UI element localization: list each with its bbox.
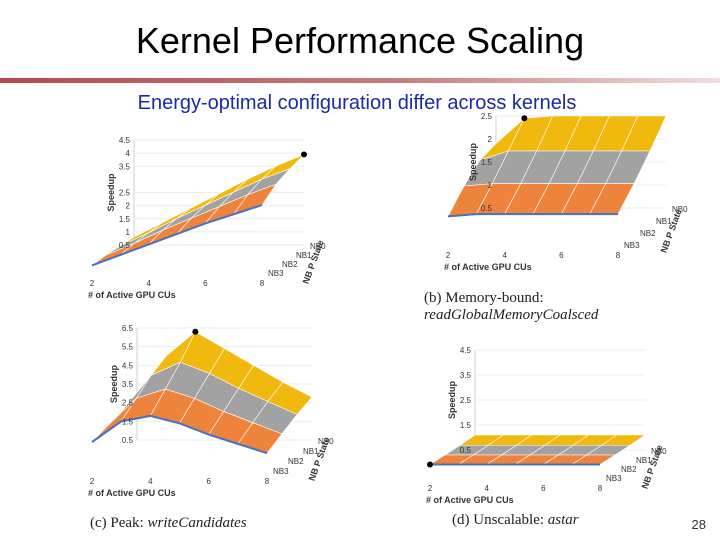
caption-d: (d) Unscalable: astar bbox=[452, 512, 579, 529]
z-tick-label: NB0 bbox=[318, 437, 334, 446]
x-tick-label: 8 bbox=[616, 251, 621, 260]
chart-panel-a: 0.5 1 1.5 2 2.5 3.5 4 4.5 Speedup 2 4 6 8 # of Active… bbox=[62, 136, 332, 300]
x-tick-label: 8 bbox=[598, 484, 603, 493]
z-tick-label: NB2 bbox=[621, 465, 637, 474]
optimal-point bbox=[301, 151, 307, 158]
x-tick-label: 8 bbox=[265, 477, 270, 486]
y-tick-label: 4.5 bbox=[122, 361, 134, 370]
surface-chart-d: 0.5 1.5 2.5 3.5 4.5 Speedup 2 4 6 8 # of Active GP… bbox=[426, 346, 667, 505]
z-tick-label: NB3 bbox=[268, 269, 284, 278]
surface-cell-nb2 bbox=[237, 422, 283, 454]
z-axis-label: NB P State bbox=[307, 436, 332, 483]
x-tick-label: 2 bbox=[90, 477, 95, 486]
y-axis-label: Speedup bbox=[109, 365, 119, 404]
caption-d-kernel: astar bbox=[547, 512, 579, 528]
slide-title: Kernel Performance Scaling bbox=[135, 20, 585, 61]
caption-c-label: (c) Peak: bbox=[90, 515, 144, 531]
x-tick-label: 4 bbox=[146, 279, 151, 288]
series-line-nb3 bbox=[91, 414, 268, 455]
optimal-point bbox=[192, 328, 199, 335]
z-tick-label: NB0 bbox=[310, 242, 326, 251]
y-tick-label: 4.5 bbox=[460, 346, 472, 355]
y-tick-label: 2.5 bbox=[119, 189, 131, 198]
z-axis-label: NB P State bbox=[301, 239, 326, 286]
y-tick-label: 4 bbox=[126, 149, 131, 158]
y-tick-label: 3.5 bbox=[122, 380, 134, 389]
z-tick-label: NB2 bbox=[282, 260, 298, 269]
x-tick-label: 6 bbox=[559, 251, 564, 260]
caption-c-kernel: writeCandidates bbox=[147, 515, 247, 531]
y-tick-label: 3.5 bbox=[460, 371, 472, 380]
slide-subtitle: Energy-optimal configuration differ acro… bbox=[137, 92, 577, 114]
optimal-point bbox=[521, 115, 528, 122]
y-tick-label: 2.5 bbox=[460, 396, 472, 405]
x-axis-label: # of Active GPU CUs bbox=[444, 262, 532, 272]
y-tick-label: 1.5 bbox=[460, 421, 472, 430]
z-tick-label: NB1 bbox=[296, 251, 312, 260]
series-line-nb3 bbox=[447, 213, 618, 218]
x-tick-label: 6 bbox=[206, 477, 211, 486]
y-tick-label: 6.5 bbox=[122, 324, 134, 333]
y-tick-label: 1.5 bbox=[481, 158, 493, 167]
z-tick-label: NB3 bbox=[624, 241, 640, 250]
series-line-nb3 bbox=[91, 204, 263, 267]
y-tick-label: 3.5 bbox=[119, 162, 131, 171]
surface-chart-b: 0.5 1 1.5 2 2.5 Speedup 2 4 6 8 # of Active GPU CU… bbox=[444, 112, 688, 272]
x-tick-label: 2 bbox=[428, 484, 433, 493]
x-axis-label: # of Active GPU CUs bbox=[88, 290, 176, 300]
y-tick-label: 0.5 bbox=[460, 446, 472, 455]
y-axis-label: Speedup bbox=[447, 381, 457, 420]
caption-b-label: (b) Memory-bound: bbox=[424, 290, 544, 306]
title-divider bbox=[0, 78, 720, 83]
x-tick-label: 6 bbox=[541, 484, 546, 493]
x-axis-label: # of Active GPU CUs bbox=[88, 488, 176, 498]
y-tick-label: 0.5 bbox=[481, 204, 493, 213]
y-tick-label: 1.5 bbox=[122, 417, 134, 426]
x-tick-label: 4 bbox=[148, 477, 153, 486]
x-tick-label: 6 bbox=[203, 279, 208, 288]
z-tick-label: NB1 bbox=[636, 456, 652, 465]
z-axis-label: NB P State bbox=[659, 208, 684, 255]
z-tick-label: NB2 bbox=[640, 229, 656, 238]
caption-b: (b) Memory-bound: readGlobalMemoryCoalsc… bbox=[424, 290, 598, 324]
caption-c: (c) Peak: writeCandidates bbox=[90, 515, 247, 532]
caption-d-label: (d) Unscalable: bbox=[452, 512, 545, 528]
y-tick-label: 1.5 bbox=[119, 215, 131, 224]
y-axis-label: Speedup bbox=[468, 143, 478, 182]
page-number: 28 bbox=[691, 517, 706, 532]
chart-panel-c: 0.5 1.5 2.5 3.5 4.5 5.5 6.5 Speedup 2 4 6 8 # of Act… bbox=[62, 324, 334, 502]
y-tick-label: 4.5 bbox=[119, 136, 131, 145]
z-tick-label: NB1 bbox=[656, 217, 672, 226]
z-tick-label: NB2 bbox=[288, 457, 304, 466]
z-tick-label: NB3 bbox=[606, 474, 622, 483]
y-tick-label: 0.5 bbox=[119, 241, 131, 250]
x-axis-label: # of Active GPU CUs bbox=[426, 495, 514, 505]
z-axis-label: NB P State bbox=[640, 444, 665, 491]
z-tick-label: NB0 bbox=[672, 205, 688, 214]
surface-chart-a: 0.5 1 1.5 2 2.5 3.5 4 4.5 Speedup 2 4 6 8 # of Active… bbox=[88, 136, 326, 300]
surface-chart-c: 0.5 1.5 2.5 3.5 4.5 5.5 6.5 Speedup 2 4 6 8 # of Act… bbox=[88, 324, 334, 498]
y-tick-label: 1 bbox=[126, 228, 131, 237]
chart-panel-b: 0.5 1 1.5 2 2.5 Speedup 2 4 6 8 # of Active GPU CU… bbox=[410, 112, 688, 282]
y-axis-label: Speedup bbox=[106, 173, 116, 212]
z-tick-label: NB3 bbox=[273, 467, 289, 476]
y-tick-label: 2.5 bbox=[481, 112, 493, 121]
x-tick-label: 2 bbox=[446, 251, 451, 260]
z-tick-label: NB0 bbox=[651, 447, 667, 456]
y-tick-label: 2 bbox=[488, 135, 493, 144]
y-tick-label: 5.5 bbox=[122, 343, 134, 352]
x-tick-label: 4 bbox=[484, 484, 489, 493]
x-tick-label: 4 bbox=[502, 251, 507, 260]
y-tick-label: 1 bbox=[488, 181, 493, 190]
y-tick-label: 2.5 bbox=[122, 399, 134, 408]
y-tick-label: 0.5 bbox=[122, 436, 134, 445]
x-tick-label: 8 bbox=[260, 279, 265, 288]
optimal-point bbox=[427, 461, 433, 468]
chart-panel-d: 0.5 1.5 2.5 3.5 4.5 Speedup 2 4 6 8 # of Active GP… bbox=[400, 346, 670, 505]
caption-b-kernel: readGlobalMemoryCoalsced bbox=[424, 307, 599, 323]
y-tick-label: 2 bbox=[126, 202, 131, 211]
z-tick-label: NB1 bbox=[303, 447, 319, 456]
x-tick-label: 2 bbox=[90, 279, 95, 288]
